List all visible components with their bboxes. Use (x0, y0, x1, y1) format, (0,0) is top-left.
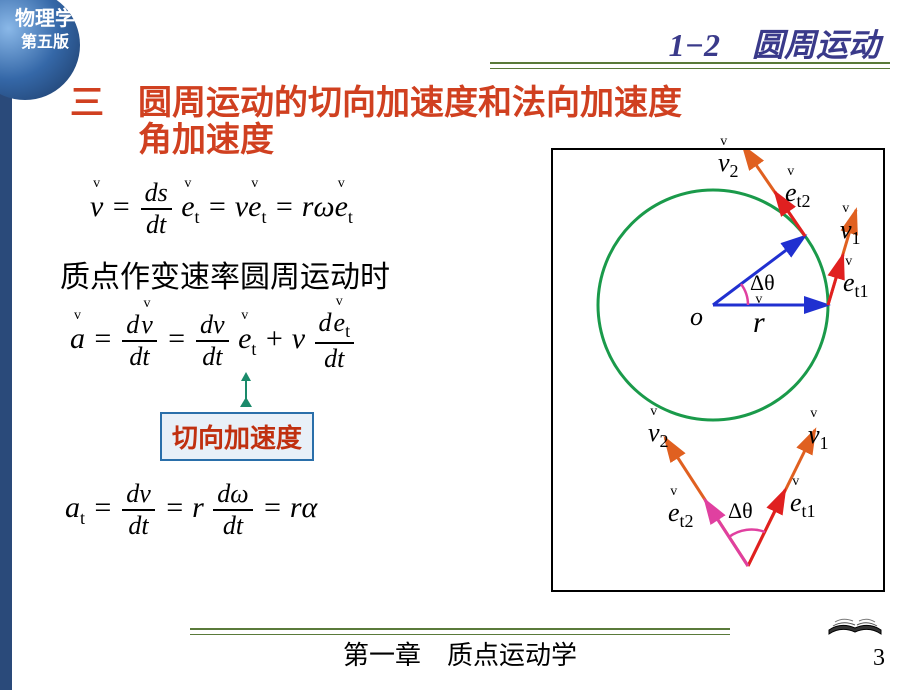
label-dtheta-bot: Δθ (728, 498, 753, 524)
arrow-head-icon (241, 372, 251, 381)
label-et1-top: et1 (843, 268, 869, 302)
header-underline (490, 62, 890, 69)
label-v1-bot: v1 (808, 420, 829, 454)
diagram-box: o r Δθ v1 et1 v2 et2 v1 et1 v2 et2 Δθ (551, 148, 885, 592)
title-num: 三 (70, 85, 104, 122)
formula-tangential-accel: at = dvdt = r dωdt = rα (65, 479, 510, 541)
left-accent-bar (0, 0, 12, 690)
formula-acceleration: a = dvdt = dvdt et + v detdt (70, 308, 510, 374)
title-line2: 角加速度 (138, 122, 274, 159)
book-icon (825, 600, 885, 640)
label-et1-bot: et1 (790, 488, 816, 522)
arrow-indicator (245, 380, 247, 406)
angle-arc-top (741, 284, 748, 305)
vec-et1-bot (748, 490, 785, 566)
title-line1: 圆周运动的切向加速度和法向加速度 (138, 85, 682, 122)
page-number: 3 (873, 645, 885, 672)
diagram-svg (553, 150, 883, 590)
label-v1-top: v1 (840, 215, 861, 249)
footer-chapter: 第一章 质点运动学 (0, 635, 920, 672)
label-v2-top: v2 (718, 148, 739, 182)
section-header: 1−2 圆周运动 (669, 20, 880, 66)
label-o: o (690, 302, 703, 332)
formula-area: v = dsdt et = vet = rωet 质点作变速率圆周运动时 a =… (60, 170, 510, 549)
formula-velocity: v = dsdt et = vet = rωet (90, 178, 510, 240)
footer-rule (190, 628, 730, 635)
label-et2-top: et2 (785, 178, 811, 212)
globe-label: 物理学 第五版 (15, 8, 75, 52)
text-variable-rate: 质点作变速率圆周运动时 (60, 252, 510, 296)
section-num: 1−2 (669, 27, 720, 63)
globe-subtitle: 第五版 (21, 34, 69, 51)
label-v2-bot: v2 (648, 418, 669, 452)
section-title: 圆周运动 (752, 27, 880, 63)
angle-arc-bot (729, 530, 765, 537)
vec-et1-top (828, 255, 843, 305)
label-r: r (753, 306, 765, 340)
globe-title: 物理学 (15, 8, 75, 30)
label-dtheta-top: Δθ (750, 270, 775, 296)
label-et2-bot: et2 (668, 498, 694, 532)
